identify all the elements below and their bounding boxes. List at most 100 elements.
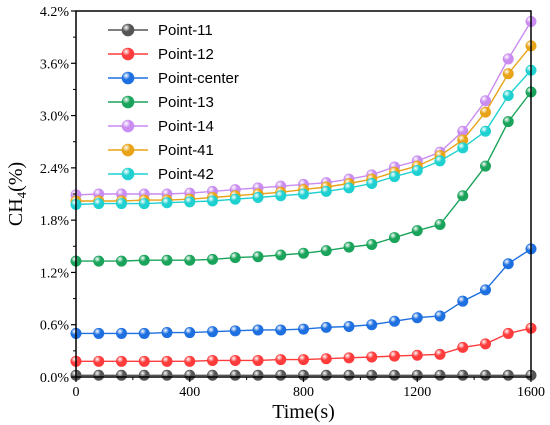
data-point xyxy=(161,355,173,367)
data-point xyxy=(457,190,469,202)
data-point xyxy=(411,349,423,361)
series-point-42 xyxy=(70,64,537,210)
y-axis-title-subscript: 4 xyxy=(14,191,29,198)
data-point xyxy=(457,369,469,381)
legend-label: Point-13 xyxy=(158,94,214,111)
data-point xyxy=(479,338,491,350)
data-point xyxy=(275,369,287,381)
x-tick-label: 800 xyxy=(293,385,314,400)
data-point xyxy=(343,182,355,194)
data-point xyxy=(388,171,400,183)
data-point xyxy=(343,352,355,364)
legend-item-point-42: Point-42 xyxy=(108,166,214,183)
data-point xyxy=(229,354,241,366)
data-point xyxy=(161,327,173,339)
data-point xyxy=(411,164,423,176)
data-point xyxy=(320,245,332,257)
data-point xyxy=(479,106,491,118)
data-point xyxy=(138,355,150,367)
data-point xyxy=(502,53,514,65)
legend-label: Point-center xyxy=(158,70,239,87)
data-point xyxy=(161,197,173,209)
data-point xyxy=(388,315,400,327)
data-point xyxy=(229,193,241,205)
y-axis-title-main: CH xyxy=(5,198,27,226)
data-point xyxy=(457,341,469,353)
legend-label: Point-11 xyxy=(158,22,213,39)
data-point xyxy=(434,219,446,231)
data-point xyxy=(479,160,491,172)
data-point xyxy=(502,369,514,381)
data-point xyxy=(207,369,219,381)
data-point xyxy=(366,239,378,251)
data-point xyxy=(184,254,196,266)
data-point xyxy=(138,369,150,381)
y-tick-label: 4.2% xyxy=(40,5,70,20)
data-point xyxy=(207,253,219,265)
x-tick-label: 1600 xyxy=(517,385,545,400)
legend-swatch-marker xyxy=(121,23,135,37)
data-point xyxy=(93,255,105,267)
data-point xyxy=(297,323,309,335)
data-point xyxy=(184,196,196,208)
data-point xyxy=(502,116,514,128)
legend-item-point-41: Point-41 xyxy=(108,142,214,159)
data-point xyxy=(343,320,355,332)
data-point xyxy=(434,369,446,381)
legend-item-point-14: Point-14 xyxy=(108,118,214,135)
data-point xyxy=(207,195,219,207)
x-axis-title: Time(s) xyxy=(272,401,335,423)
legend-swatch-marker xyxy=(121,95,135,109)
data-point xyxy=(229,325,241,337)
series-point-14 xyxy=(70,15,537,201)
ticks-layer: 0 400 800 1200 1600 0.0% 0.6% 1.2% 1.8% 2.4% 3.0% 3… xyxy=(40,5,545,400)
y-tick-label: 0.6% xyxy=(40,319,70,334)
legend-item-point-13: Point-13 xyxy=(108,94,214,111)
data-point xyxy=(320,369,332,381)
data-point xyxy=(93,198,105,210)
data-point xyxy=(388,350,400,362)
legend-item-point-11: Point-11 xyxy=(108,22,213,39)
data-point xyxy=(252,324,264,336)
legend-item-point-12: Point-12 xyxy=(108,46,214,63)
data-point xyxy=(184,355,196,367)
data-point xyxy=(457,295,469,307)
data-point xyxy=(388,369,400,381)
data-point xyxy=(502,258,514,270)
data-point xyxy=(320,321,332,333)
data-point xyxy=(275,324,287,336)
data-point xyxy=(388,232,400,244)
series-line xyxy=(76,45,532,202)
data-point xyxy=(275,249,287,261)
data-point xyxy=(434,310,446,322)
data-point xyxy=(252,191,264,203)
legend-swatch-marker xyxy=(121,119,135,133)
data-point xyxy=(297,354,309,366)
data-point xyxy=(479,125,491,137)
data-point xyxy=(116,255,128,267)
data-point xyxy=(479,369,491,381)
data-point xyxy=(138,327,150,339)
data-point xyxy=(138,198,150,210)
x-tick-label: 1200 xyxy=(403,385,431,400)
legend-label: Point-41 xyxy=(158,142,214,159)
y-tick-label: 0.0% xyxy=(40,371,70,386)
data-point xyxy=(275,354,287,366)
data-point xyxy=(297,247,309,259)
data-point xyxy=(252,354,264,366)
y-axis-title-unit: (%) xyxy=(5,162,27,192)
data-point xyxy=(434,155,446,167)
data-point xyxy=(366,178,378,190)
data-point xyxy=(366,369,378,381)
series-line xyxy=(75,21,532,196)
data-point xyxy=(457,142,469,154)
legend-swatch-marker xyxy=(121,71,135,85)
data-point xyxy=(320,353,332,365)
y-tick-label: 3.0% xyxy=(40,110,70,125)
data-point xyxy=(479,95,491,107)
data-point xyxy=(116,369,128,381)
data-point xyxy=(297,188,309,200)
data-point xyxy=(479,284,491,296)
legend: Point-11 Point-12 Point-center Point-13 Poin… xyxy=(108,22,239,183)
data-point xyxy=(502,327,514,339)
